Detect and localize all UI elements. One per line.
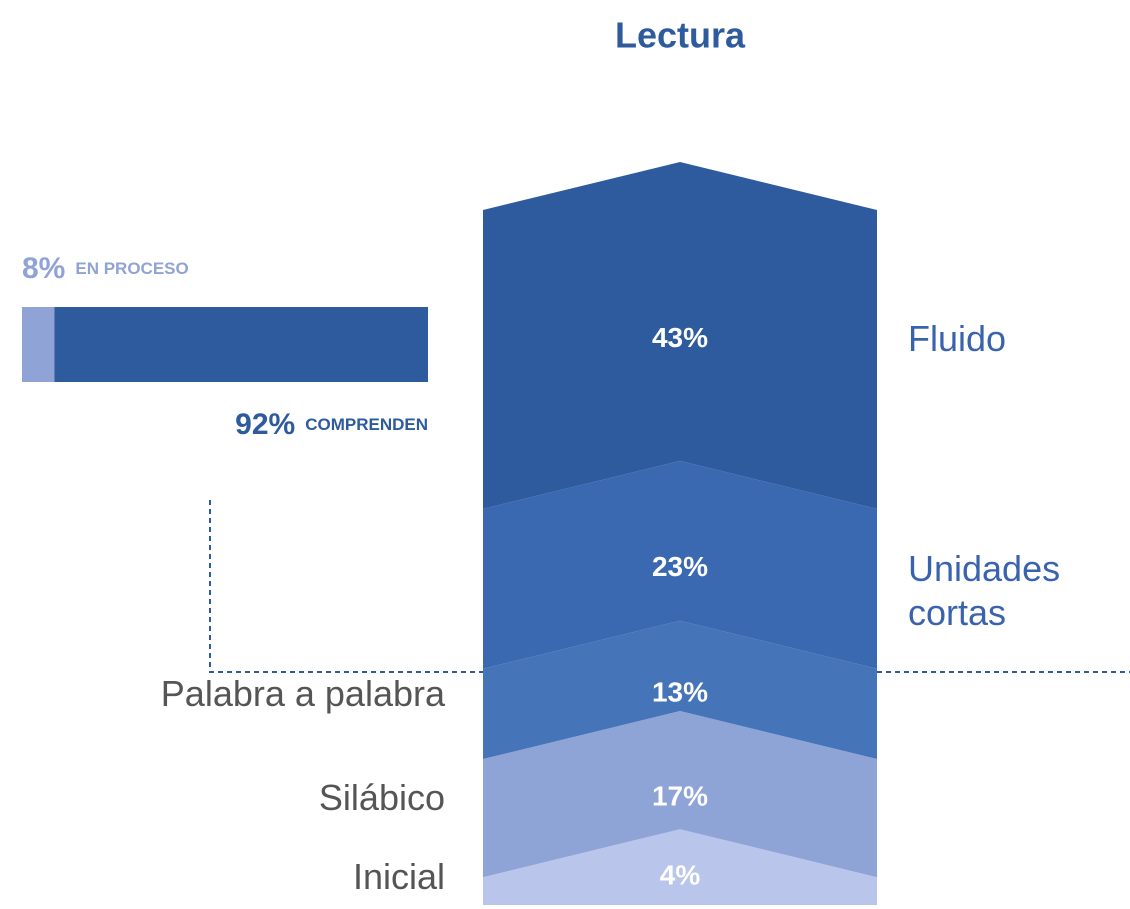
bar-label: 8% EN PROCESO <box>22 252 189 285</box>
chevron-segment <box>483 711 877 878</box>
bar-value-label: 8% <box>22 252 65 285</box>
category-label: Unidades cortas <box>908 547 1061 633</box>
chevron-segment <box>483 162 877 509</box>
value-label: 43% <box>652 322 708 353</box>
value-label: 4% <box>660 859 701 890</box>
connector-left <box>209 500 483 673</box>
bar-segment <box>54 307 428 382</box>
value-label: 13% <box>652 676 708 707</box>
value-label: 17% <box>652 781 708 812</box>
category-label: Inicial <box>352 856 445 898</box>
chevron-segment <box>483 829 877 905</box>
bar-series-name: COMPRENDEN <box>305 415 428 434</box>
bar-value-label: 92% <box>235 408 295 441</box>
connector <box>209 500 1130 673</box>
chevron-segment <box>483 620 877 760</box>
category-label: Fluido <box>908 318 1007 360</box>
bar-label: 92% COMPRENDEN <box>235 408 428 441</box>
bar-series-name: EN PROCESO <box>75 259 188 278</box>
bar-segment <box>22 307 55 382</box>
value-label: 23% <box>652 551 708 582</box>
chevron-segment <box>483 460 877 669</box>
chart-title: Lectura <box>615 15 746 56</box>
category-label: Palabra a palabra <box>160 672 445 714</box>
category-label: Silábico <box>318 777 445 819</box>
